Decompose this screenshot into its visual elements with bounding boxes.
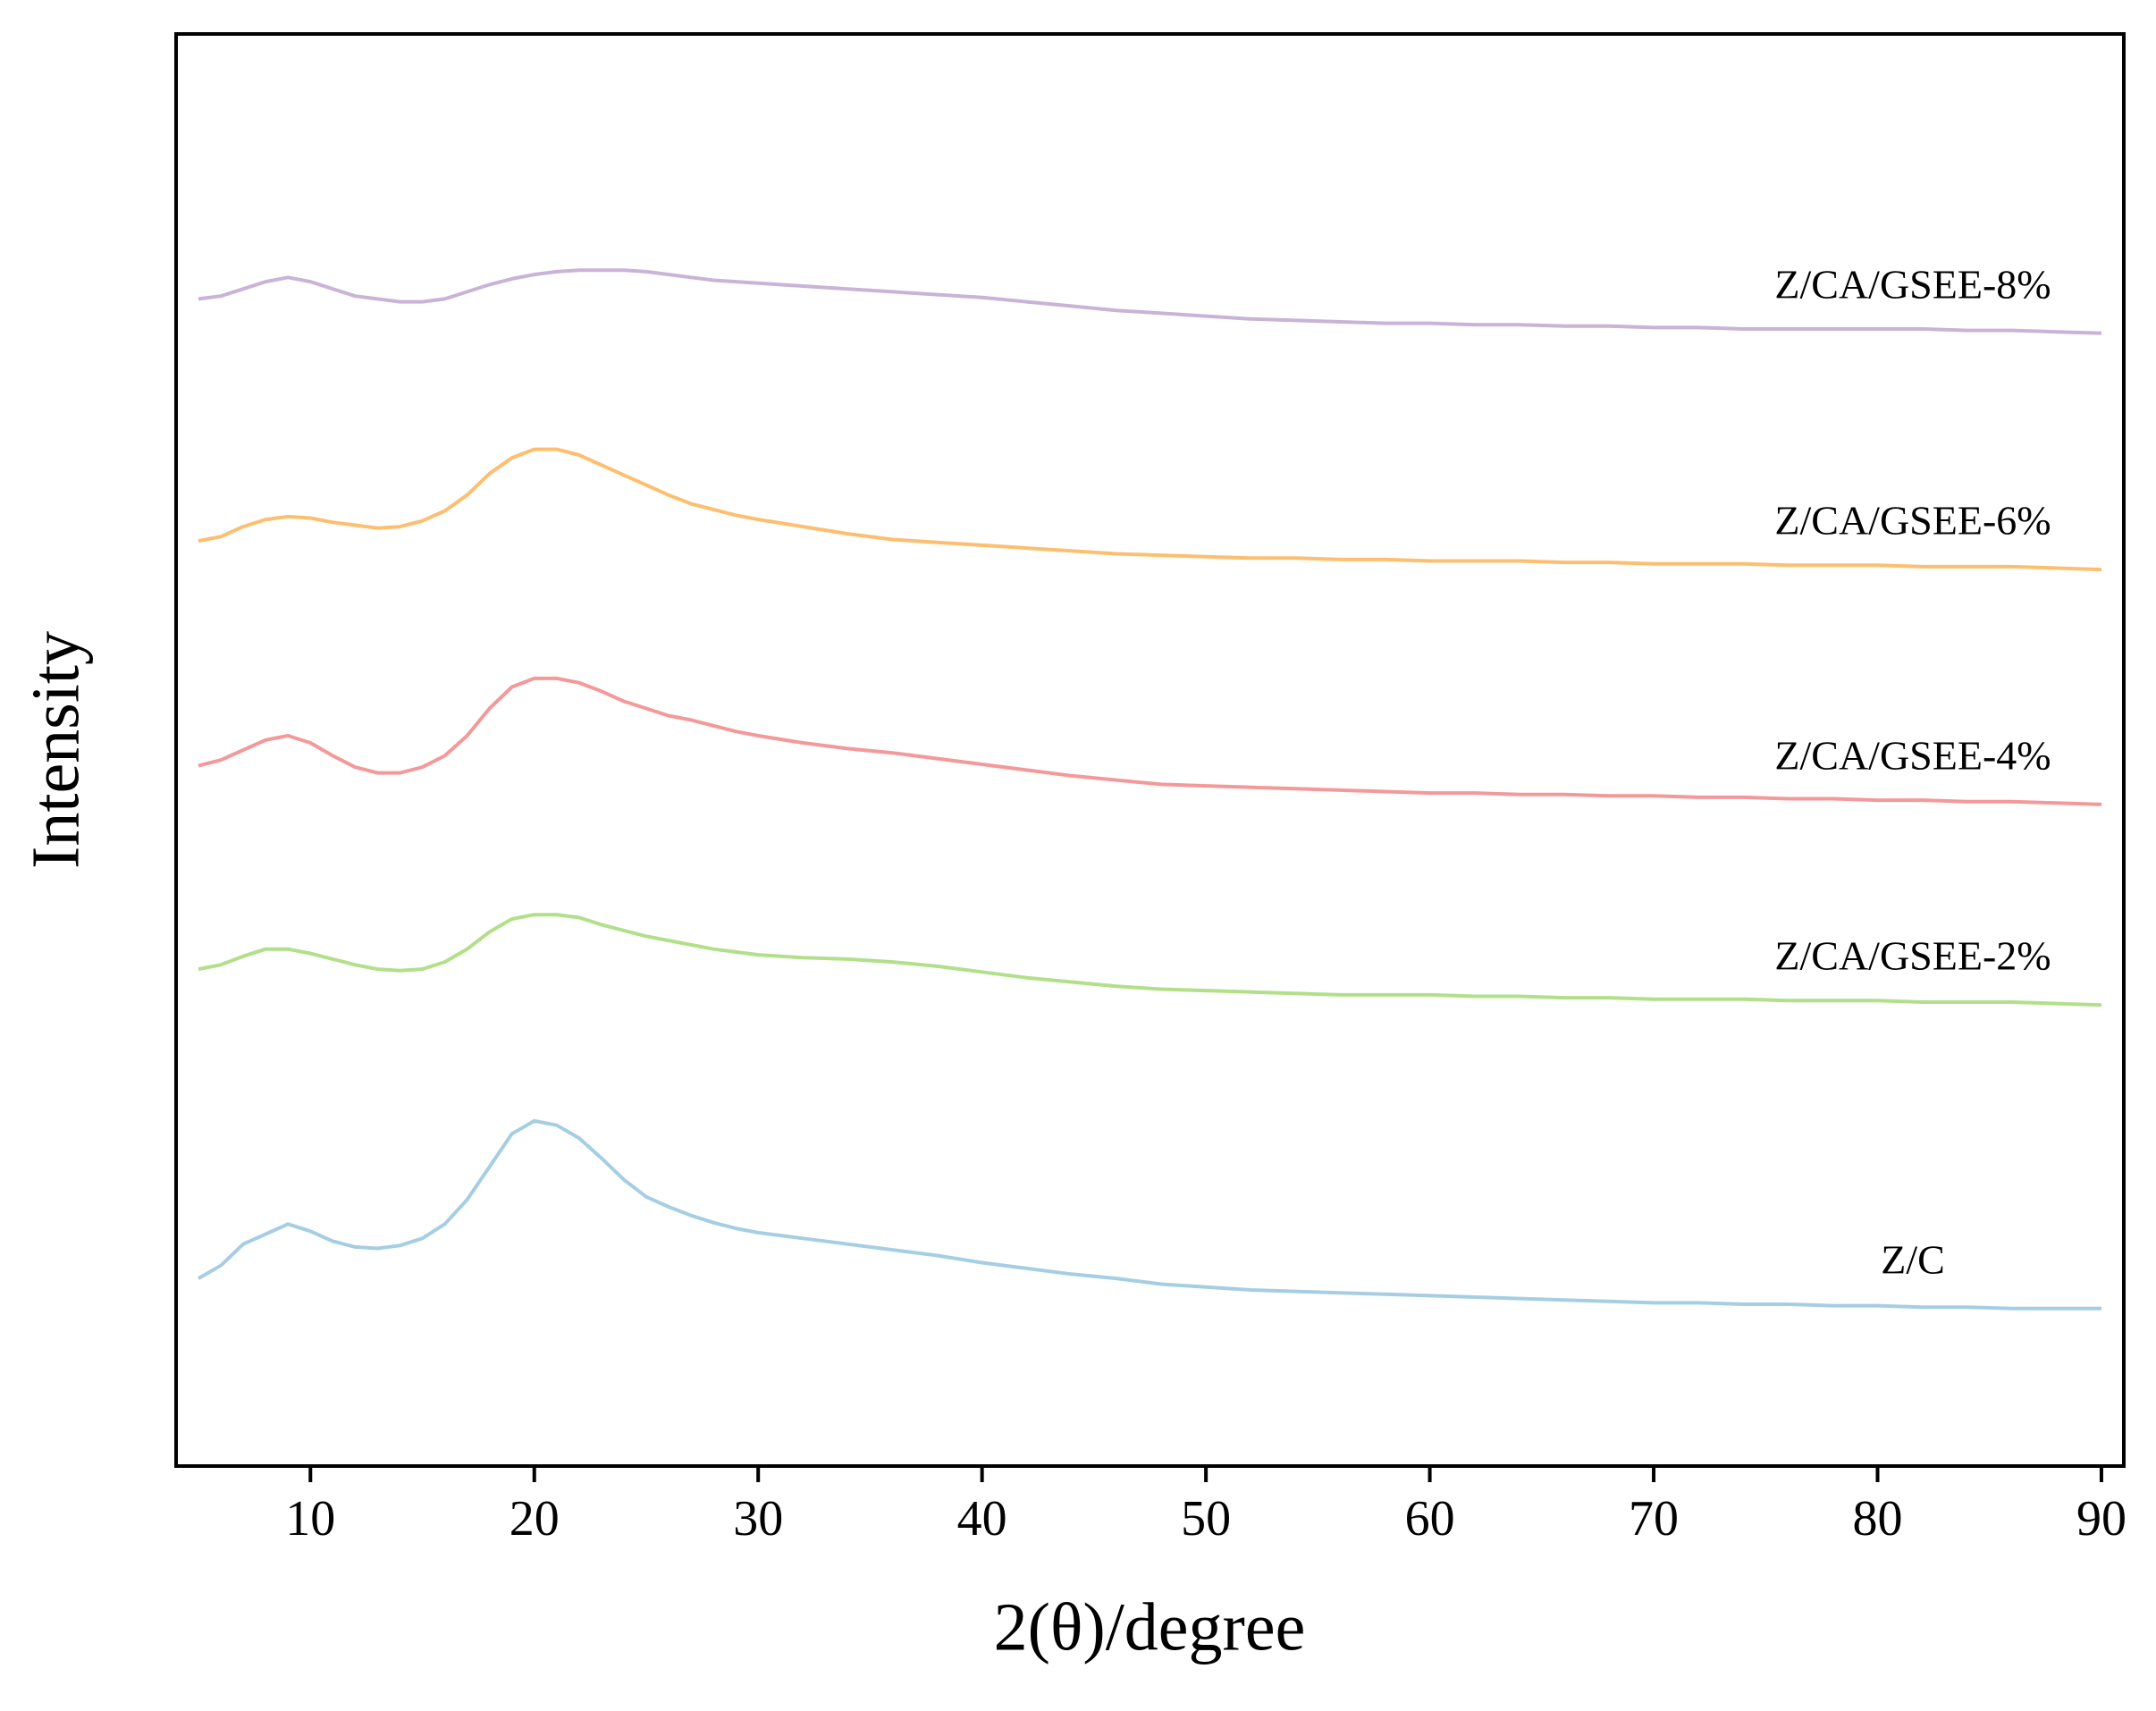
x-tick-label: 20 <box>510 1491 560 1547</box>
x-tick-label: 50 <box>1181 1491 1231 1547</box>
series-line <box>198 268 2102 335</box>
series-label: Z/C <box>1881 1236 1945 1282</box>
x-tick-label: 70 <box>1629 1491 1679 1547</box>
plot-frame <box>174 32 2126 1468</box>
series-line <box>198 676 2102 806</box>
series-label: Z/CA/GSEE-2% <box>1774 933 2051 979</box>
y-axis-label: Intensity <box>18 631 93 869</box>
x-axis-label: 2(θ)/degree <box>994 1589 1306 1665</box>
x-tick-label: 40 <box>957 1491 1007 1547</box>
series-label: Z/CA/GSEE-8% <box>1774 261 2051 307</box>
x-tick-label: 10 <box>285 1491 335 1547</box>
series-line <box>198 447 2102 572</box>
x-tick-label: 80 <box>1852 1491 1902 1547</box>
x-tick-label: 90 <box>2076 1491 2127 1547</box>
series-line <box>198 913 2102 1007</box>
series-label: Z/CA/GSEE-6% <box>1774 498 2051 544</box>
x-tick-label: 60 <box>1405 1491 1455 1547</box>
series-line <box>198 1118 2101 1311</box>
series-label: Z/CA/GSEE-4% <box>1774 732 2051 778</box>
x-tick-label: 30 <box>733 1491 783 1547</box>
